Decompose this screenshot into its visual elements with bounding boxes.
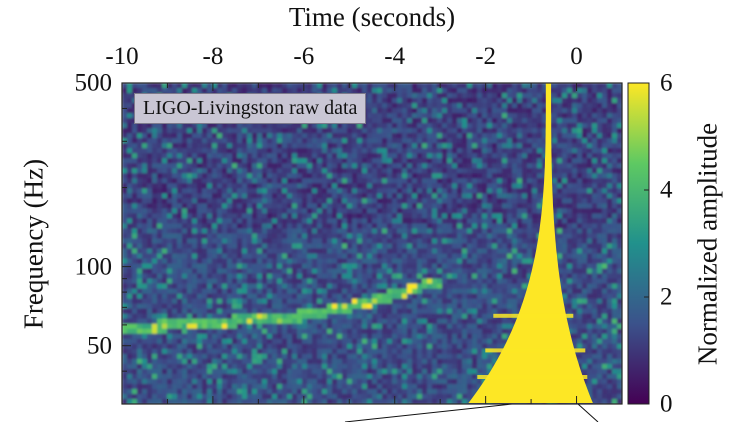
annotation-label: LIGO-Livingston raw data	[134, 93, 367, 124]
x-tick-label: -10	[105, 43, 139, 70]
y-axis-title: Frequency (Hz)	[18, 158, 49, 330]
y-tick-label: 100	[74, 253, 113, 281]
colorbar-tick-label: 4	[660, 176, 673, 204]
colorbar-tick-marks	[644, 82, 649, 405]
colorbar-tick-label: 2	[660, 283, 673, 311]
x-tick-label: -8	[202, 43, 224, 70]
x-tick-label: -4	[384, 43, 406, 70]
signal-layer	[468, 83, 593, 403]
x-tick-label: -6	[293, 43, 315, 70]
x-tick-label: 0	[570, 43, 583, 70]
y-tick-label: 500	[74, 69, 113, 97]
colorbar-tick-label: 0	[660, 390, 673, 418]
y-tick-label: 50	[87, 332, 112, 360]
colorbar-title: Normalized amplitude	[692, 122, 723, 366]
x-tick-label: -2	[475, 43, 497, 70]
annotation-lines	[344, 403, 599, 422]
colorbar-tick-label: 6	[660, 69, 673, 97]
x-axis-title: Time (seconds)	[288, 2, 456, 32]
x-tick-marks	[121, 83, 623, 404]
plot-frame	[121, 82, 623, 405]
y-tick-marks	[122, 82, 131, 405]
colorbar	[627, 82, 650, 405]
